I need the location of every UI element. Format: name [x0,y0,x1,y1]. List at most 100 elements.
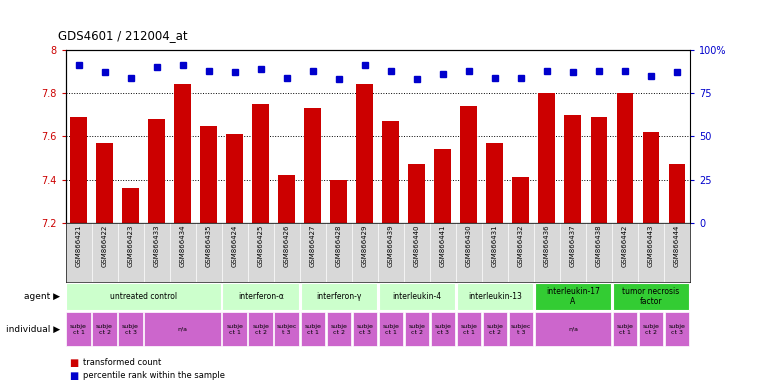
Text: subje
ct 1: subje ct 1 [70,324,87,335]
Text: GSM866440: GSM866440 [414,225,420,267]
Text: interferon-γ: interferon-γ [316,292,362,301]
Text: GSM866441: GSM866441 [439,225,446,267]
Text: GSM866438: GSM866438 [596,225,602,267]
Text: GSM866427: GSM866427 [310,225,316,267]
Text: ■: ■ [69,358,79,368]
Text: subje
ct 2: subje ct 2 [642,324,659,335]
Bar [93,313,116,346]
Bar [148,119,165,223]
Bar [66,283,221,310]
Text: GSM866432: GSM866432 [518,225,524,267]
Bar [301,313,325,346]
Bar [456,283,533,310]
Text: GSM866443: GSM866443 [648,225,654,267]
Bar [278,175,295,223]
Bar [174,84,191,223]
Text: GDS4601 / 212004_at: GDS4601 / 212004_at [58,29,187,42]
Text: n/a: n/a [177,327,187,332]
Bar [535,313,611,346]
Bar [200,126,217,223]
Bar [327,313,351,346]
Text: subje
ct 1: subje ct 1 [617,324,634,335]
Text: interleukin-4: interleukin-4 [392,292,441,301]
Text: subje
ct 3: subje ct 3 [122,324,139,335]
Bar [538,93,555,223]
Bar [613,283,689,310]
Text: subje
ct 2: subje ct 2 [409,324,426,335]
Bar [483,313,507,346]
Bar [96,143,113,223]
Bar [639,313,663,346]
Bar [382,121,399,223]
Text: interleukin-13: interleukin-13 [468,292,522,301]
Text: GSM866430: GSM866430 [466,225,472,267]
Text: n/a: n/a [568,327,578,332]
Text: GSM866428: GSM866428 [335,225,342,267]
Bar [642,132,659,223]
Text: ■: ■ [69,371,79,381]
Text: GSM866435: GSM866435 [206,225,212,267]
Bar [409,164,426,223]
Bar [617,93,634,223]
Bar [70,117,87,223]
Text: GSM866424: GSM866424 [231,225,237,267]
Bar [274,313,299,346]
Text: subjec
t 3: subjec t 3 [277,324,297,335]
Text: GSM866431: GSM866431 [492,225,498,267]
Text: agent ▶: agent ▶ [25,292,60,301]
Bar [405,313,429,346]
Text: GSM866437: GSM866437 [570,225,576,267]
Text: GSM866421: GSM866421 [76,225,82,267]
Text: subje
ct 3: subje ct 3 [356,324,373,335]
Text: subje
ct 2: subje ct 2 [487,324,503,335]
Bar [356,84,373,223]
Text: GSM866426: GSM866426 [284,225,290,267]
Bar [513,177,530,223]
Bar [379,283,455,310]
Bar [564,115,581,223]
Text: GSM866425: GSM866425 [258,225,264,267]
Text: subje
ct 2: subje ct 2 [330,324,347,335]
Bar [122,188,139,223]
Text: subje
ct 1: subje ct 1 [226,324,243,335]
Bar [144,313,221,346]
Bar [665,313,689,346]
Text: individual ▶: individual ▶ [6,325,60,334]
Text: subje
ct 2: subje ct 2 [96,324,113,335]
Text: GSM866442: GSM866442 [622,225,628,267]
Text: interleukin-17
A: interleukin-17 A [546,287,600,306]
Text: GSM866434: GSM866434 [180,225,186,267]
Bar [252,104,269,223]
Text: GSM866433: GSM866433 [153,225,160,267]
Text: subje
ct 1: subje ct 1 [382,324,399,335]
Text: GSM866436: GSM866436 [544,225,550,267]
Bar [456,313,481,346]
Text: subje
ct 3: subje ct 3 [434,324,451,335]
Bar [248,313,273,346]
Text: subje
ct 3: subje ct 3 [668,324,685,335]
Bar [509,313,533,346]
Bar [301,283,377,310]
Text: interferon-α: interferon-α [237,292,284,301]
Text: GSM866429: GSM866429 [362,225,368,267]
Text: transformed count: transformed count [83,358,161,367]
Text: GSM866444: GSM866444 [674,225,680,267]
Bar [613,313,637,346]
Bar [379,313,403,346]
Text: GSM866439: GSM866439 [388,225,394,267]
Bar [223,313,247,346]
Bar [431,313,455,346]
Text: GSM866422: GSM866422 [102,225,108,267]
Bar [223,283,299,310]
Text: GSM866423: GSM866423 [127,225,133,267]
Bar [668,164,685,223]
Bar [305,108,322,223]
Bar [330,180,347,223]
Bar [119,313,143,346]
Text: untreated control: untreated control [110,292,177,301]
Bar [460,106,477,223]
Bar [434,149,451,223]
Text: subjec
t 3: subjec t 3 [510,324,531,335]
Text: subje
ct 2: subje ct 2 [252,324,269,335]
Bar [591,117,608,223]
